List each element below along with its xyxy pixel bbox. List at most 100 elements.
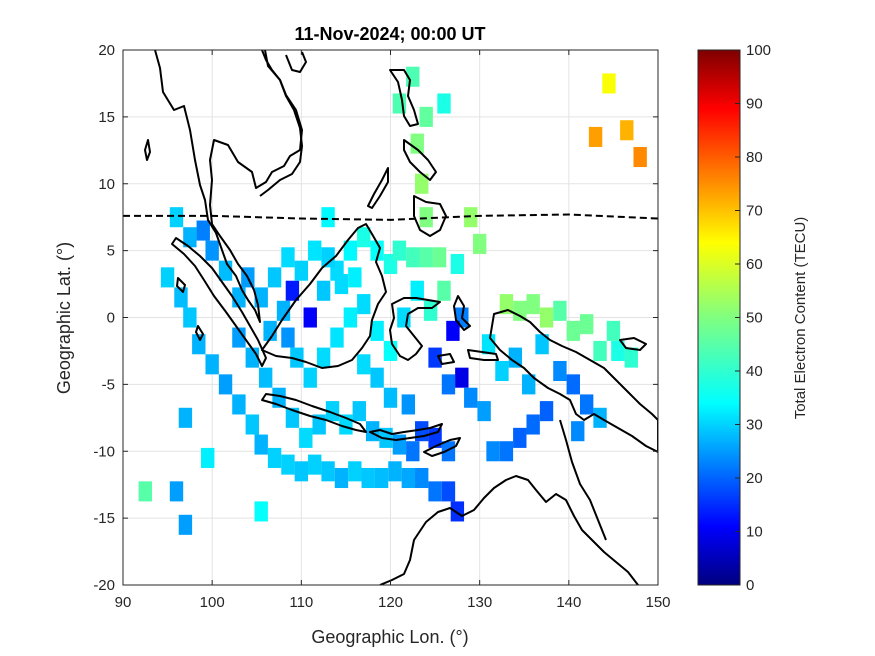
- tec-cell: [633, 146, 647, 168]
- tec-cell: [415, 421, 429, 442]
- tec-cell: [334, 467, 349, 489]
- tec-cell: [522, 374, 536, 395]
- tec-cell: [495, 360, 509, 382]
- y-axis-label: Geographic Lat. (°): [54, 242, 74, 394]
- colorbar-tick-label: 100: [746, 42, 771, 59]
- coastline-halmahera: [453, 295, 471, 331]
- tec-cell: [303, 367, 317, 388]
- tec-cell: [281, 327, 295, 348]
- tec-cell: [526, 294, 540, 315]
- tec-cell: [513, 427, 527, 448]
- coastline-mainland: [154, 50, 303, 323]
- tec-cell: [428, 481, 442, 502]
- tec-cell: [294, 260, 309, 281]
- tec-cell: [276, 300, 291, 321]
- tec-cell: [441, 374, 456, 395]
- tec-cell: [343, 240, 358, 261]
- tec-cell: [281, 247, 295, 268]
- tec-cell: [343, 307, 358, 328]
- tec-cell: [401, 467, 416, 489]
- tec-cell: [499, 441, 514, 462]
- tec-cell: [160, 267, 175, 288]
- tec-cell: [205, 240, 219, 261]
- tec-cell: [281, 454, 295, 475]
- tec-cell: [499, 294, 514, 315]
- tec-cell: [370, 367, 384, 388]
- tec-cell: [178, 514, 193, 535]
- tec-cell: [477, 401, 491, 422]
- tec-cell: [218, 260, 233, 281]
- x-tick-label: 150: [645, 594, 670, 611]
- tec-cell: [285, 407, 300, 428]
- coastline-java: [261, 393, 367, 433]
- tec-cell: [201, 447, 215, 468]
- colorbar-tick-labels: 0 10 20 30 40 50 60 70 80 90 100: [735, 42, 771, 594]
- tec-cell: [539, 307, 554, 328]
- tec-cell: [321, 247, 335, 268]
- colorbar-tick-label: 40: [746, 363, 763, 380]
- colorbar-tick-label: 80: [746, 149, 763, 166]
- coastline-mindanao: [413, 195, 447, 237]
- tec-cell: [553, 300, 567, 321]
- x-axis-label: Geographic Lon. (°): [311, 627, 468, 647]
- tec-cell: [432, 247, 447, 268]
- tec-cell: [294, 461, 309, 482]
- coastline-new-guinea: [489, 309, 658, 453]
- x-tick-labels: 90 100 110 120 130 140 150: [115, 50, 671, 611]
- tec-cell: [245, 414, 259, 435]
- tec-cell: [383, 340, 398, 361]
- tec-cell: [553, 360, 567, 382]
- tec-cell: [169, 481, 184, 502]
- tec-cell: [397, 307, 411, 328]
- coastline-lesser-sunda: [369, 423, 443, 441]
- coastlines: [144, 50, 658, 585]
- tec-cell: [513, 300, 527, 321]
- tec-cell: [348, 461, 362, 482]
- tec-cell: [415, 173, 429, 194]
- coastline-borneo: [261, 223, 387, 369]
- tec-cell: [579, 314, 594, 335]
- tec-cell: [535, 334, 549, 355]
- tec-cell: [232, 327, 246, 348]
- tec-cell: [437, 93, 451, 114]
- tec-cell: [566, 374, 580, 395]
- tec-cell: [423, 300, 438, 321]
- coastline-australia: [379, 475, 639, 585]
- tec-cell: [316, 347, 331, 368]
- tec-cells: [138, 66, 647, 535]
- tec-cell: [258, 367, 273, 388]
- tec-cell: [611, 340, 625, 361]
- tec-cell: [419, 207, 433, 228]
- tec-cell: [169, 207, 184, 228]
- coastline-sulawesi: [389, 297, 441, 361]
- tec-cell: [526, 414, 540, 435]
- tec-cell: [441, 481, 456, 502]
- tec-cell: [232, 287, 246, 308]
- tec-cell: [308, 240, 322, 261]
- tec-cell: [464, 387, 478, 408]
- colorbar-tick-label: 0: [746, 577, 754, 594]
- tec-cell: [415, 467, 429, 489]
- tec-cell: [352, 401, 366, 422]
- y-tick-label: 5: [107, 243, 115, 260]
- tec-cell: [290, 347, 304, 368]
- coastline-sumatra-isl2: [195, 325, 204, 341]
- coastline-new-britain: [619, 337, 647, 351]
- colorbar-tick-label: 10: [746, 524, 763, 541]
- coastline-sumatra-isl: [176, 277, 186, 293]
- y-tick-label: -5: [102, 376, 115, 393]
- tec-cell: [406, 441, 420, 462]
- y-tick-label: -15: [93, 510, 115, 527]
- y-tick-labels: 20 15 10 5 0 -5 -10 -15 -20: [93, 42, 658, 594]
- tec-cell: [383, 387, 398, 408]
- y-tick-label: 0: [107, 310, 115, 327]
- tec-cell: [392, 240, 407, 261]
- tec-cell: [508, 347, 523, 368]
- tec-cell: [321, 207, 335, 228]
- tec-cell: [357, 354, 371, 375]
- tec-cell: [218, 374, 233, 395]
- tec-cell: [334, 274, 349, 295]
- magnetic-equator-line: [123, 213, 658, 221]
- tec-cell: [410, 280, 424, 301]
